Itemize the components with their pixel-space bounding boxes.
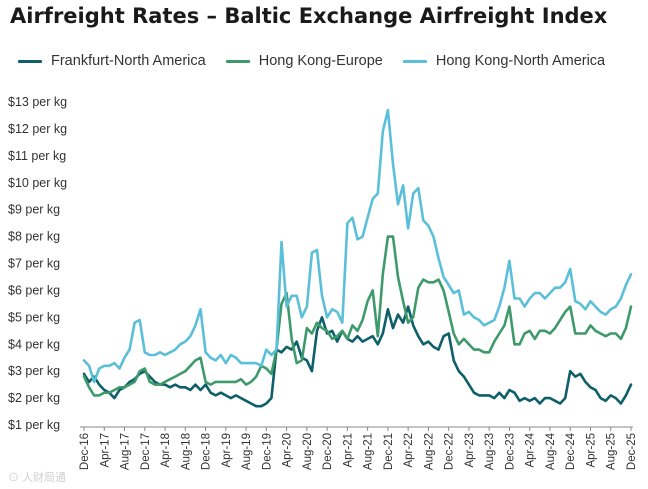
chart-title: Airfreight Rates – Baltic Exchange Airfr… — [10, 4, 608, 28]
x-tick-label: Dec-17 — [140, 433, 152, 470]
y-tick-label: $11 per kg — [8, 149, 66, 163]
y-tick-label: $13 per kg — [8, 95, 67, 109]
x-tick-label: Apr-25 — [585, 433, 597, 468]
x-tick-label: Dec-24 — [565, 432, 577, 470]
y-tick-label: $6 per kg — [8, 283, 60, 297]
legend-label-hong-kong-north-america: Hong Kong-North America — [435, 53, 606, 69]
x-tick-label: Apr-21 — [342, 433, 354, 468]
x-tick-label: Aug-25 — [606, 433, 618, 470]
x-tick-label: Dec-20 — [322, 433, 334, 470]
legend-item-hong-kong-europe: Hong Kong-Europe — [225, 53, 383, 69]
x-tick-label: Apr-22 — [403, 433, 415, 468]
x-tick-label: Dec-18 — [201, 433, 213, 470]
y-tick-label: $8 per kg — [8, 230, 60, 244]
x-tick-label: Dec-25 — [626, 433, 638, 470]
x-tick-label: Aug-23 — [484, 433, 496, 470]
x-tick-label: Aug-22 — [423, 433, 435, 470]
legend-label-frankfurt-north-america: Frankfurt-North America — [51, 53, 206, 69]
x-tick-label: Apr-24 — [525, 432, 537, 467]
y-tick-label: $4 per kg — [8, 337, 60, 351]
x-tick-label: Aug-24 — [545, 432, 557, 470]
legend-swatch-hong-kong-north-america — [402, 59, 427, 63]
x-tick-label: Dec-23 — [504, 433, 516, 470]
x-tick-label: Aug-21 — [363, 433, 375, 470]
series-line-hong-kong-europe — [82, 235, 633, 397]
x-tick-label: Aug-20 — [302, 433, 314, 470]
x-tick-label: Aug-18 — [180, 433, 192, 470]
legend-label-hong-kong-europe: Hong Kong-Europe — [258, 53, 383, 69]
legend-swatch-hong-kong-europe — [225, 59, 250, 63]
y-tick-label: $10 per kg — [8, 176, 67, 190]
y-tick-label: $2 per kg — [8, 391, 60, 405]
y-tick-label: $7 per kg — [8, 257, 60, 271]
x-tick-label: Apr-19 — [221, 433, 233, 468]
y-tick-label: $12 per kg — [8, 122, 67, 136]
legend-item-frankfurt-north-america: Frankfurt-North America — [18, 53, 206, 69]
legend-swatch-frankfurt-north-america — [18, 59, 42, 63]
watermark: ⊙ 人财局通 — [8, 472, 67, 484]
x-tick-label: Apr-23 — [464, 433, 476, 468]
y-tick-label: $1 per kg — [8, 418, 60, 432]
x-tick-label: Dec-22 — [444, 433, 456, 470]
series-line-hong-kong-north-america — [82, 108, 633, 384]
x-tick-label: Apr-18 — [160, 433, 172, 468]
series-line-frankfurt-north-america — [82, 305, 633, 408]
y-tick-label: $5 per kg — [8, 310, 60, 324]
x-tick-label: Aug-17 — [120, 433, 132, 470]
x-tick-label: Aug-19 — [241, 433, 253, 470]
legend-item-hong-kong-north-america: Hong Kong-North America — [402, 53, 606, 69]
y-tick-label: $9 per kg — [8, 203, 60, 217]
x-tick-label: Apr-17 — [99, 433, 111, 468]
x-tick-label: Dec-16 — [79, 433, 91, 470]
x-tick-label: Dec-21 — [383, 433, 395, 470]
x-tick-label: Apr-20 — [282, 433, 294, 468]
x-tick-label: Dec-19 — [261, 433, 273, 470]
y-tick-label: $3 per kg — [8, 364, 60, 378]
chart-legend: Frankfurt-North America Hong Kong-Europe… — [18, 53, 605, 69]
